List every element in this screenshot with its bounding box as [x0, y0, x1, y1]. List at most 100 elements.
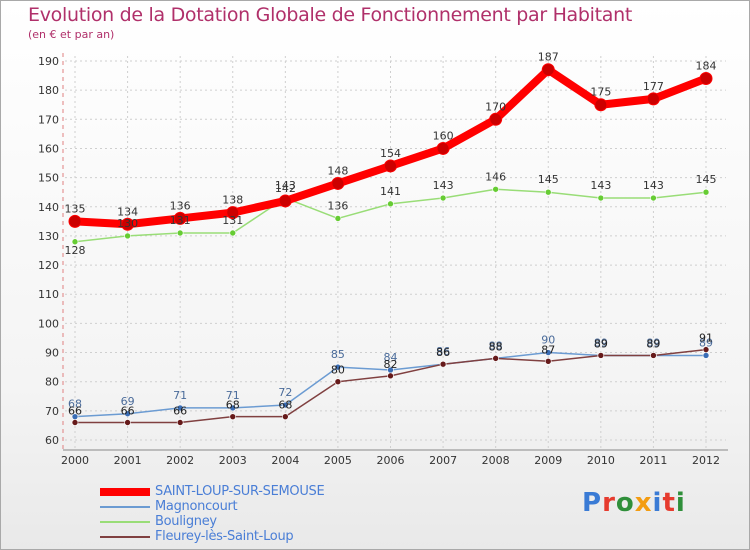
logo-letter: P	[582, 488, 603, 518]
y-tick-label: 120	[38, 259, 59, 272]
data-label: 143	[275, 179, 296, 192]
data-point	[282, 413, 289, 420]
data-point	[489, 112, 503, 126]
data-label: 66	[173, 405, 187, 418]
data-point	[71, 419, 79, 426]
data-label: 71	[173, 389, 187, 402]
data-label: 142	[275, 182, 296, 195]
y-tick-label: 190	[38, 55, 59, 68]
legend-swatch	[100, 521, 150, 523]
data-label: 131	[222, 214, 243, 227]
legend-swatch	[100, 536, 150, 538]
data-point	[278, 194, 292, 208]
data-point	[387, 200, 394, 208]
x-tick-label: 2011	[639, 454, 667, 467]
data-point	[334, 215, 342, 222]
data-label: 89	[646, 336, 660, 349]
data-label: 66	[121, 405, 135, 418]
data-point	[124, 232, 131, 240]
y-tick-label: 170	[38, 113, 59, 126]
legend-swatch	[100, 506, 150, 508]
chart-subtitle: (en € et par an)	[28, 28, 115, 41]
x-tick-label: 2012	[692, 454, 720, 467]
data-label: 86	[436, 345, 450, 358]
data-point	[124, 419, 131, 426]
data-point	[699, 71, 713, 85]
data-labels: 135 134 136 138 142 148 154 160 170 187 175 177 184 6…	[65, 51, 717, 418]
data-point	[597, 194, 605, 202]
y-tick-label: 60	[45, 434, 59, 447]
data-label: 66	[68, 405, 82, 418]
data-point	[229, 413, 237, 420]
data-point	[702, 188, 710, 196]
series-points	[68, 63, 713, 426]
data-point	[597, 352, 605, 359]
y-tick-label: 90	[45, 347, 59, 360]
legend-swatch	[100, 488, 150, 496]
data-point	[121, 217, 135, 231]
data-label: 89	[594, 336, 608, 349]
data-point	[646, 92, 660, 106]
data-point	[492, 355, 499, 362]
data-label: 91	[699, 332, 713, 345]
data-label: 88	[489, 339, 503, 352]
data-label: 134	[117, 205, 138, 218]
data-label: 71	[226, 389, 240, 402]
data-label: 68	[226, 399, 240, 412]
legend-item: Fleurey-lès-Saint-Loup	[100, 529, 400, 544]
data-label: 68	[68, 398, 82, 411]
data-label: 143	[590, 179, 611, 192]
legend-label: Bouligney	[155, 514, 217, 529]
data-point	[544, 188, 552, 196]
data-label: 130	[117, 217, 138, 230]
data-label: 80	[331, 364, 345, 377]
data-point	[544, 349, 552, 356]
data-label: 86	[436, 346, 450, 359]
data-point	[439, 360, 447, 368]
data-label: 72	[278, 386, 292, 399]
data-point	[71, 238, 79, 246]
data-label: 90	[541, 334, 555, 347]
data-point	[702, 352, 710, 359]
data-point	[384, 159, 397, 173]
axes: 60 70 80 90 100 110 120 130 140 150 160 170 180 190 20…	[38, 53, 728, 467]
data-point	[594, 98, 608, 112]
data-label: 184	[696, 59, 717, 72]
data-label: 88	[489, 340, 503, 353]
logo-letter: x	[634, 488, 653, 518]
y-tick-label: 110	[38, 288, 59, 301]
logo-letter: i	[675, 488, 686, 518]
x-tick-label: 2000	[61, 454, 89, 467]
data-label: 187	[538, 51, 559, 64]
x-tick-label: 2009	[534, 454, 562, 467]
data-label: 136	[327, 199, 348, 212]
data-label: 145	[538, 173, 559, 186]
data-label: 84	[384, 351, 398, 364]
data-label: 141	[380, 185, 401, 198]
data-label: 135	[65, 202, 86, 215]
x-tick-label: 2007	[429, 454, 457, 467]
data-point	[387, 372, 394, 380]
data-label: 143	[433, 179, 454, 192]
data-label: 143	[643, 179, 664, 192]
data-label: 89	[699, 336, 713, 349]
data-label: 170	[485, 100, 506, 113]
data-label: 175	[590, 86, 611, 99]
legend-item: Magnoncourt	[100, 499, 400, 514]
data-label: 146	[485, 170, 506, 183]
x-tick-label: 2002	[166, 454, 194, 467]
data-point	[334, 378, 342, 385]
data-point	[226, 206, 240, 220]
chart-title: Evolution de la Dotation Globale de Fonc…	[28, 4, 633, 26]
x-tick-label: 2008	[482, 454, 510, 467]
data-point	[282, 401, 289, 409]
data-label: 131	[170, 214, 191, 227]
data-label: 89	[594, 337, 608, 350]
legend-item: SAINT-LOUP-SUR-SEMOUSE	[100, 484, 400, 499]
data-label: 128	[65, 244, 86, 257]
legend-label: Fleurey-lès-Saint-Loup	[155, 529, 294, 544]
x-tick-label: 2010	[587, 454, 615, 467]
data-point	[176, 404, 184, 412]
